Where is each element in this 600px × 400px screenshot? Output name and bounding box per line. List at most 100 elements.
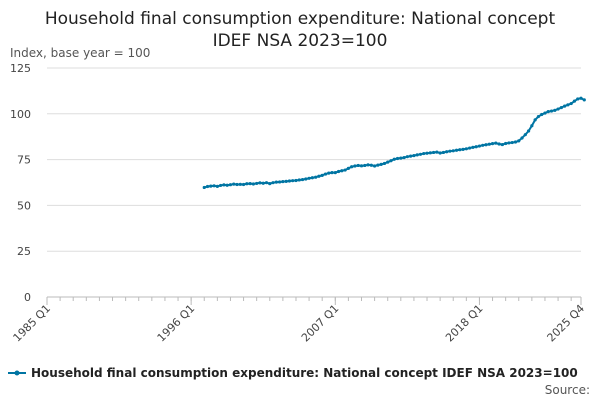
data-point[interactable] bbox=[563, 104, 567, 108]
data-point[interactable] bbox=[320, 173, 324, 177]
data-point[interactable] bbox=[258, 181, 262, 185]
data-point[interactable] bbox=[356, 163, 360, 168]
data-point[interactable] bbox=[441, 150, 445, 155]
data-point[interactable] bbox=[530, 124, 534, 128]
data-point[interactable] bbox=[553, 108, 557, 112]
data-point[interactable] bbox=[386, 160, 390, 164]
data-point[interactable] bbox=[471, 145, 475, 149]
data-point[interactable] bbox=[513, 140, 518, 144]
data-point[interactable] bbox=[566, 103, 570, 107]
data-point[interactable] bbox=[376, 163, 380, 167]
data-point[interactable] bbox=[251, 182, 255, 186]
data-point[interactable] bbox=[454, 148, 459, 152]
data-point[interactable] bbox=[379, 162, 383, 166]
data-point[interactable] bbox=[481, 143, 485, 147]
data-point[interactable] bbox=[504, 141, 508, 146]
data-point[interactable] bbox=[425, 151, 429, 155]
data-point[interactable] bbox=[268, 182, 272, 186]
data-point[interactable] bbox=[409, 154, 413, 158]
data-point[interactable] bbox=[569, 101, 573, 106]
data-point[interactable] bbox=[287, 179, 292, 183]
data-point[interactable] bbox=[556, 107, 560, 111]
data-point[interactable] bbox=[477, 144, 482, 148]
data-point[interactable] bbox=[540, 112, 544, 117]
data-point[interactable] bbox=[549, 109, 554, 113]
data-point[interactable] bbox=[520, 136, 524, 140]
data-point[interactable] bbox=[405, 155, 409, 159]
data-point[interactable] bbox=[579, 96, 583, 100]
data-point[interactable] bbox=[278, 180, 282, 184]
data-point[interactable] bbox=[271, 181, 275, 185]
data-point[interactable] bbox=[366, 163, 370, 167]
data-point[interactable] bbox=[468, 146, 472, 150]
data-point[interactable] bbox=[464, 147, 468, 151]
data-point[interactable] bbox=[294, 178, 298, 183]
data-point[interactable] bbox=[474, 145, 478, 149]
data-point[interactable] bbox=[533, 118, 537, 122]
data-point[interactable] bbox=[314, 175, 318, 179]
data-point[interactable] bbox=[484, 143, 488, 147]
data-point[interactable] bbox=[225, 183, 229, 187]
data-point[interactable] bbox=[281, 179, 285, 184]
data-point[interactable] bbox=[392, 157, 396, 161]
data-point[interactable] bbox=[435, 150, 439, 154]
data-point[interactable] bbox=[346, 166, 350, 170]
data-point[interactable] bbox=[517, 139, 521, 143]
data-point[interactable] bbox=[317, 174, 321, 178]
data-point[interactable] bbox=[428, 151, 432, 155]
data-point[interactable] bbox=[222, 183, 226, 187]
data-point[interactable] bbox=[323, 172, 328, 176]
data-point[interactable] bbox=[353, 164, 357, 168]
data-point[interactable] bbox=[264, 181, 269, 185]
data-point[interactable] bbox=[238, 182, 242, 186]
data-point[interactable] bbox=[448, 149, 452, 153]
data-point[interactable] bbox=[572, 99, 577, 103]
data-point[interactable] bbox=[232, 182, 236, 186]
data-point[interactable] bbox=[340, 169, 344, 173]
data-point[interactable] bbox=[248, 182, 252, 186]
data-point[interactable] bbox=[431, 150, 436, 155]
data-point[interactable] bbox=[330, 171, 334, 175]
data-point[interactable] bbox=[418, 152, 423, 156]
data-point[interactable] bbox=[395, 156, 400, 161]
data-point[interactable] bbox=[215, 184, 219, 188]
data-point[interactable] bbox=[219, 183, 223, 188]
data-point[interactable] bbox=[212, 184, 216, 188]
data-point[interactable] bbox=[507, 141, 511, 145]
data-point[interactable] bbox=[202, 185, 206, 190]
data-point[interactable] bbox=[523, 133, 527, 137]
data-point[interactable] bbox=[543, 111, 547, 115]
legend[interactable]: Household final consumption expenditure:… bbox=[8, 366, 578, 380]
data-point[interactable] bbox=[497, 142, 501, 146]
data-point[interactable] bbox=[327, 171, 331, 175]
data-point[interactable] bbox=[261, 181, 265, 185]
data-point[interactable] bbox=[445, 150, 449, 154]
data-point[interactable] bbox=[205, 184, 210, 189]
data-point[interactable] bbox=[255, 181, 259, 186]
data-point[interactable] bbox=[228, 183, 233, 187]
data-point[interactable] bbox=[274, 180, 278, 184]
data-point[interactable] bbox=[458, 148, 462, 152]
data-point[interactable] bbox=[291, 179, 295, 183]
data-point[interactable] bbox=[363, 163, 367, 168]
data-point[interactable] bbox=[494, 141, 498, 145]
data-point[interactable] bbox=[422, 151, 426, 156]
data-point[interactable] bbox=[350, 165, 354, 169]
data-point[interactable] bbox=[576, 97, 580, 101]
data-point[interactable] bbox=[500, 142, 504, 147]
data-point[interactable] bbox=[510, 140, 514, 145]
data-point[interactable] bbox=[389, 159, 393, 163]
data-point[interactable] bbox=[399, 156, 403, 160]
data-point[interactable] bbox=[546, 110, 550, 114]
data-point[interactable] bbox=[451, 149, 455, 153]
data-point[interactable] bbox=[490, 142, 495, 146]
data-point[interactable] bbox=[415, 153, 419, 157]
data-point[interactable] bbox=[241, 182, 246, 187]
data-point[interactable] bbox=[402, 155, 406, 160]
data-point[interactable] bbox=[300, 177, 305, 182]
data-point[interactable] bbox=[343, 168, 347, 172]
data-point[interactable] bbox=[487, 142, 491, 146]
data-point[interactable] bbox=[559, 105, 563, 110]
data-point[interactable] bbox=[369, 163, 373, 167]
data-point[interactable] bbox=[297, 178, 301, 182]
